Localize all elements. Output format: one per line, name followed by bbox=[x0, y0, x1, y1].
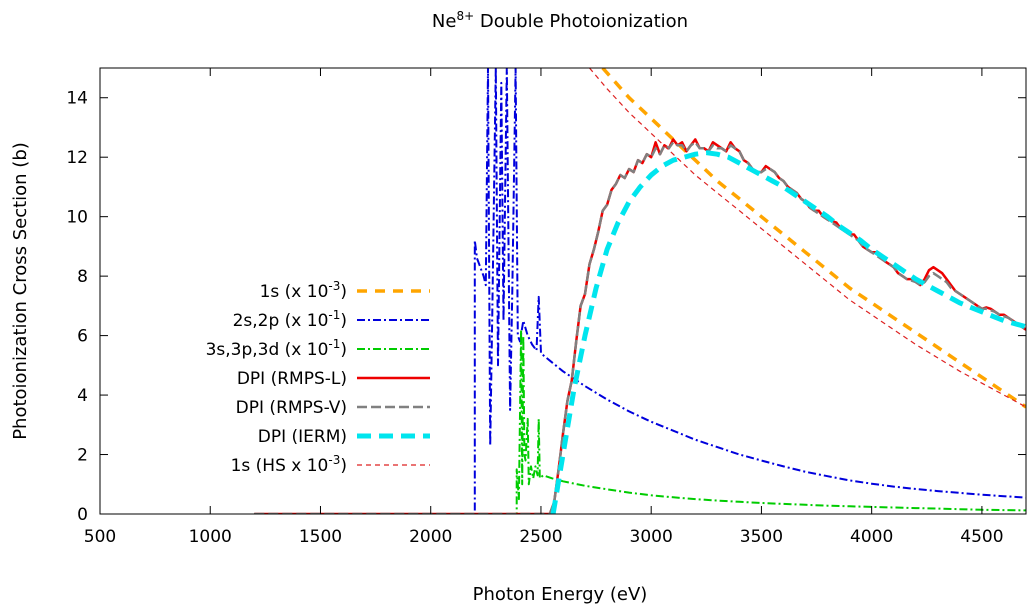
legend-item-s1: 1s (x 10-3) bbox=[260, 279, 430, 302]
legend-label-main: 3s,3p,3d (x 10 bbox=[206, 340, 329, 360]
y-axis-title: Photoionization Cross Section (b) bbox=[10, 142, 31, 440]
series-s5-line bbox=[254, 141, 1026, 514]
x-axis-title: Photon Energy (eV) bbox=[473, 584, 648, 605]
y-tick-label: 8 bbox=[77, 267, 88, 287]
legend-item-s2: 2s,2p (x 10-1) bbox=[233, 308, 430, 331]
x-tick-label: 4000 bbox=[850, 527, 893, 547]
series-s4-line bbox=[254, 138, 1026, 514]
legend-label-main: DPI (RMPS-V) bbox=[236, 398, 347, 418]
legend-label-main: 1s (HS x 10 bbox=[231, 456, 329, 476]
legend-item-s7: 1s (HS x 10-3) bbox=[231, 453, 430, 476]
y-tick-label: 0 bbox=[77, 505, 88, 525]
legend-label-main: 2s,2p (x 10 bbox=[233, 311, 329, 331]
legend-label-end: ) bbox=[340, 311, 347, 331]
legend-item-s5: DPI (RMPS-V) bbox=[236, 398, 430, 418]
legend-item-s6: DPI (IERM) bbox=[258, 427, 430, 447]
legend-label-end: ) bbox=[340, 282, 347, 302]
series-s1-line bbox=[601, 68, 1026, 409]
x-tick-label: 1000 bbox=[189, 527, 232, 547]
legend-label: 3s,3p,3d (x 10-1) bbox=[206, 337, 347, 360]
series-s2-line bbox=[254, 68, 1026, 514]
plot-frame bbox=[99, 67, 1027, 515]
y-tick-label: 4 bbox=[77, 386, 88, 406]
legend-label-main: DPI (IERM) bbox=[258, 427, 347, 447]
legend-item-s4: DPI (RMPS-L) bbox=[237, 369, 430, 389]
legend-label: DPI (RMPS-L) bbox=[237, 369, 347, 389]
legend-label-sup: -3 bbox=[328, 453, 340, 467]
y-tick-label: 14 bbox=[66, 89, 88, 109]
series-layer bbox=[254, 68, 1026, 514]
legend-label-main: DPI (RMPS-L) bbox=[237, 369, 347, 389]
y-tick-label: 10 bbox=[66, 208, 88, 228]
chart-title: Ne8+ Double Photoionization bbox=[432, 9, 688, 32]
x-tick-label: 2000 bbox=[409, 527, 452, 547]
legend-label-end: ) bbox=[340, 456, 347, 476]
axes-layer: 500 1000 1500 2000 2500 3000 3500 4000 4500 0 2 4 6 8… bbox=[66, 67, 1027, 547]
x-tick-label: 4500 bbox=[960, 527, 1003, 547]
series-s7-line bbox=[589, 68, 1026, 408]
legend-item-s3: 3s,3p,3d (x 10-1) bbox=[206, 337, 430, 360]
chart-title-sup: 8+ bbox=[456, 9, 474, 23]
series-s6-line bbox=[550, 150, 1026, 514]
series-s3-line bbox=[254, 328, 1026, 514]
legend-label-end: ) bbox=[340, 340, 347, 360]
x-tick-label: 3500 bbox=[740, 527, 783, 547]
chart-title-main: Ne bbox=[432, 11, 457, 32]
x-tick-label: 2500 bbox=[519, 527, 562, 547]
chart-title-rest: Double Photoionization bbox=[474, 11, 688, 32]
y-tick-label: 6 bbox=[77, 327, 88, 347]
legend-label: 1s (HS x 10-3) bbox=[231, 453, 347, 476]
legend-label-sup: -3 bbox=[328, 279, 340, 293]
legend: 1s (x 10-3)2s,2p (x 10-1)3s,3p,3d (x 10-… bbox=[206, 279, 430, 476]
legend-label-sup: -1 bbox=[328, 308, 340, 322]
legend-label: DPI (RMPS-V) bbox=[236, 398, 347, 418]
legend-label: DPI (IERM) bbox=[258, 427, 347, 447]
x-tick-label: 1500 bbox=[299, 527, 342, 547]
legend-label: 2s,2p (x 10-1) bbox=[233, 308, 347, 331]
x-tick-label: 3000 bbox=[630, 527, 673, 547]
legend-label: 1s (x 10-3) bbox=[260, 279, 347, 302]
y-tick-label: 12 bbox=[66, 148, 88, 168]
y-tick-label: 2 bbox=[77, 446, 88, 466]
legend-label-main: 1s (x 10 bbox=[260, 282, 329, 302]
x-tick-label: 500 bbox=[84, 527, 116, 547]
legend-label-sup: -1 bbox=[328, 337, 340, 351]
